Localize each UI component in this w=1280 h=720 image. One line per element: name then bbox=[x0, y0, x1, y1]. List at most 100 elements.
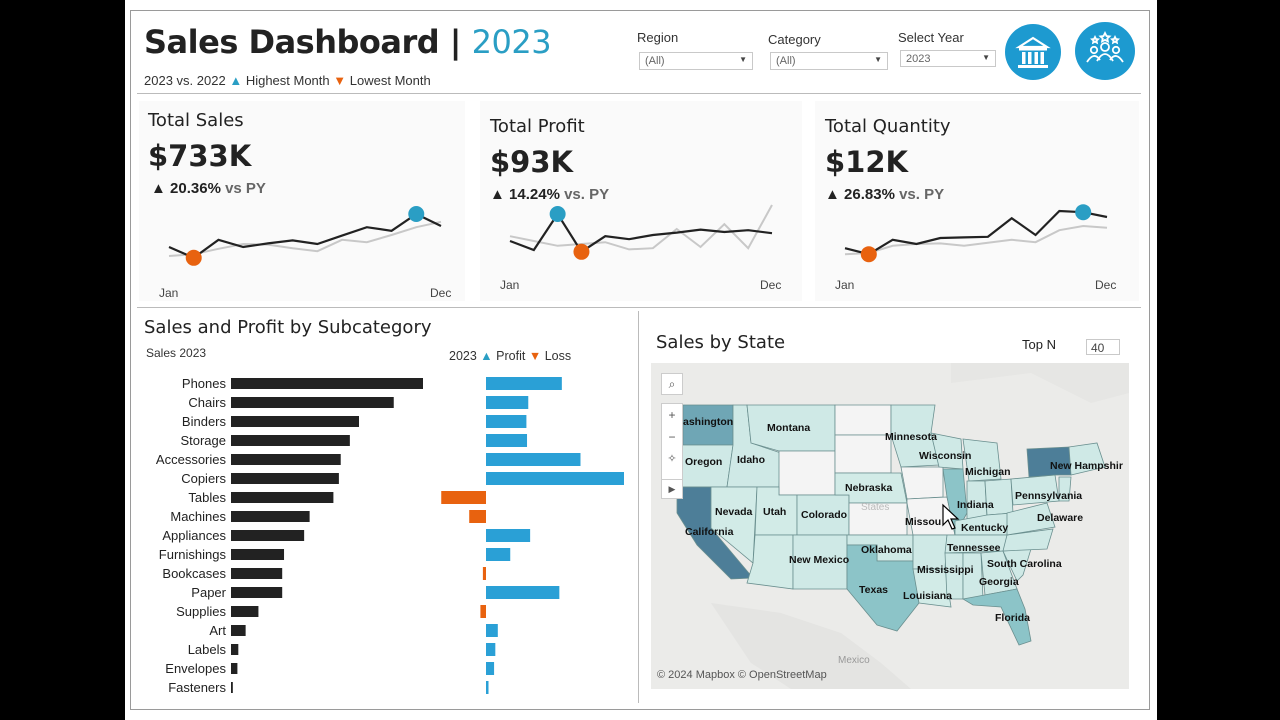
category-dropdown[interactable]: (All) ▼ bbox=[770, 52, 888, 70]
category-label: Supplies bbox=[176, 604, 226, 619]
profit-bar[interactable] bbox=[486, 662, 495, 675]
pin-map-button[interactable]: ✧ bbox=[662, 448, 682, 470]
map-expand-button[interactable]: ▶ bbox=[661, 479, 683, 499]
state-label: Oklahoma bbox=[861, 544, 912, 556]
loss-bar[interactable] bbox=[480, 605, 486, 618]
kpi-title: Total Profit bbox=[490, 116, 585, 137]
sales-bar[interactable] bbox=[231, 625, 246, 636]
kpi-card-sales: Total Sales $733K ▲ 20.36% vs PY Jan Dec bbox=[139, 101, 465, 301]
category-label: Fasteners bbox=[168, 680, 226, 695]
year-dropdown[interactable]: 2023 ▼ bbox=[900, 50, 996, 67]
profit-bar[interactable] bbox=[486, 529, 531, 542]
sparkline-series-2023 bbox=[168, 212, 442, 260]
people-button[interactable] bbox=[1075, 22, 1135, 80]
faded-map-label: States bbox=[861, 502, 889, 513]
legend-loss: Loss bbox=[544, 349, 572, 363]
lowest-month-marker[interactable] bbox=[860, 246, 877, 263]
profit-bar[interactable] bbox=[486, 415, 527, 428]
profit-legend: 2023 ▲ Profit ▼ Loss bbox=[449, 349, 571, 363]
category-label: Furnishings bbox=[159, 547, 227, 562]
category-label: Phones bbox=[182, 376, 227, 391]
map-search-button[interactable]: ⌕ bbox=[661, 373, 683, 395]
profit-bar[interactable] bbox=[486, 624, 498, 637]
sales-bar[interactable] bbox=[231, 416, 359, 427]
sales-bar[interactable] bbox=[231, 587, 283, 598]
bank-button[interactable] bbox=[1005, 24, 1061, 80]
subcategory-bar-chart: Phones Chairs Binders Storage Accessories Cop… bbox=[156, 376, 624, 695]
profit-bar[interactable] bbox=[486, 681, 489, 694]
state-label: Texas bbox=[859, 584, 888, 596]
state-map[interactable]: ashington Montana Minnesota Oregon Idaho… bbox=[651, 363, 1129, 689]
profit-bar[interactable] bbox=[486, 472, 624, 485]
sales-bar[interactable] bbox=[231, 397, 394, 408]
profit-bar[interactable] bbox=[486, 453, 581, 466]
state-label: Nebraska bbox=[845, 482, 892, 494]
row-divider bbox=[137, 307, 1141, 308]
kpi-delta-value: 26.83% bbox=[844, 186, 895, 203]
lowest-month-marker[interactable] bbox=[185, 249, 202, 266]
state-arizona bbox=[746, 534, 794, 590]
zoom-in-button[interactable]: + bbox=[662, 404, 682, 426]
topn-label: Top N bbox=[1022, 337, 1056, 352]
highest-month-marker[interactable] bbox=[408, 206, 425, 222]
profit-bar[interactable] bbox=[486, 396, 529, 409]
state-label: Indiana bbox=[957, 499, 994, 511]
highest-month-marker[interactable] bbox=[1075, 204, 1092, 221]
chevron-down-icon: ▼ bbox=[982, 53, 990, 62]
subtitle-compare: 2023 vs. 2022 bbox=[144, 73, 226, 88]
dashboard: Sales Dashboard | 2023 2023 vs. 2022 ▲ H… bbox=[130, 10, 1150, 710]
kpi-delta-value: 20.36% bbox=[170, 180, 221, 197]
sales-bar[interactable] bbox=[231, 435, 350, 446]
state-label: Montana bbox=[767, 422, 810, 434]
profit-bar[interactable] bbox=[486, 377, 562, 390]
lowest-month-marker[interactable] bbox=[573, 243, 590, 260]
sales-bar[interactable] bbox=[231, 511, 310, 522]
sales-bar[interactable] bbox=[231, 549, 285, 560]
sales-bar[interactable] bbox=[231, 530, 305, 541]
title-separator: | bbox=[449, 23, 462, 61]
sales-bar[interactable] bbox=[231, 644, 239, 655]
profit-bar[interactable] bbox=[486, 548, 511, 561]
state-label: Georgia bbox=[979, 576, 1019, 588]
sales-bar[interactable] bbox=[231, 682, 233, 693]
legend-year: 2023 bbox=[449, 349, 477, 363]
subtitle-lowest: Lowest Month bbox=[349, 73, 431, 88]
category-label: Bookcases bbox=[162, 566, 226, 581]
sparkline-series-2022 bbox=[509, 204, 773, 251]
state-label: Colorado bbox=[801, 509, 847, 521]
sales-bar[interactable] bbox=[231, 454, 341, 465]
state-florida bbox=[961, 588, 1032, 646]
state-new-york bbox=[1026, 446, 1072, 478]
triangle-up-icon: ▲ bbox=[825, 186, 840, 203]
sales-bar[interactable] bbox=[231, 492, 334, 503]
sales-bar[interactable] bbox=[231, 606, 259, 617]
loss-bar[interactable] bbox=[441, 491, 486, 504]
loss-bar[interactable] bbox=[469, 510, 486, 523]
axis-start-label: Jan bbox=[159, 286, 179, 300]
sales-bar[interactable] bbox=[231, 568, 283, 579]
sales-bar[interactable] bbox=[231, 663, 238, 674]
subtitle: 2023 vs. 2022 ▲ Highest Month ▼ Lowest M… bbox=[144, 73, 431, 88]
loss-bar[interactable] bbox=[482, 567, 486, 580]
panel-divider bbox=[638, 311, 639, 703]
axis-start-label: Jan bbox=[500, 278, 520, 292]
subtitle-highest: Highest Month bbox=[245, 73, 330, 88]
sales-bar[interactable] bbox=[231, 378, 423, 389]
highest-month-marker[interactable] bbox=[549, 206, 566, 222]
category-label: Storage bbox=[180, 433, 226, 448]
profit-bar[interactable] bbox=[486, 434, 528, 447]
kpi-title: Total Sales bbox=[148, 110, 244, 131]
profit-bar[interactable] bbox=[486, 586, 560, 599]
page-title: Sales Dashboard | 2023 bbox=[144, 23, 552, 61]
topn-input[interactable]: 40 bbox=[1086, 339, 1120, 355]
legend-profit: Profit bbox=[496, 349, 526, 363]
quantity-sparkline bbox=[844, 204, 1108, 263]
profit-bar[interactable] bbox=[486, 643, 496, 656]
triangle-down-icon: ▼ bbox=[333, 73, 347, 88]
category-dropdown-value: (All) bbox=[776, 55, 796, 67]
state-label: Pennsylvania bbox=[1015, 490, 1082, 502]
zoom-out-button[interactable]: − bbox=[662, 426, 682, 448]
sales-bar[interactable] bbox=[231, 473, 339, 484]
map-attribution: © 2024 Mapbox © OpenStreetMap bbox=[657, 669, 827, 681]
region-dropdown[interactable]: (All) ▼ bbox=[639, 52, 753, 70]
